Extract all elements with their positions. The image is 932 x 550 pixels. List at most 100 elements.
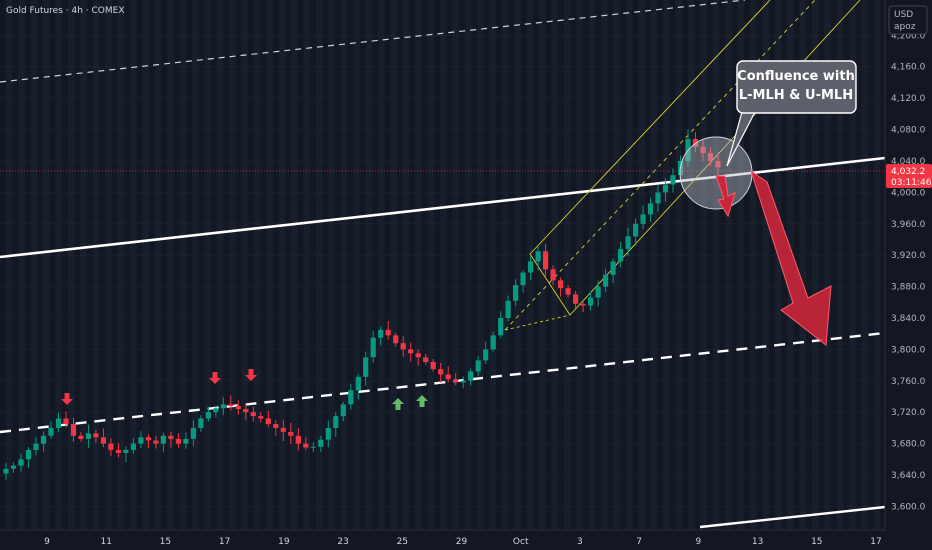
date-tick-label[interactable]: 13 (752, 537, 763, 547)
candle-body (145, 437, 151, 441)
date-tick-label[interactable]: 3 (577, 537, 583, 547)
candle-body (520, 272, 526, 286)
session-shading (6, 0, 881, 530)
candle-body (175, 438, 181, 444)
candle-body (445, 374, 451, 380)
price-tick-label: 3,880.0 (891, 283, 926, 293)
session-stripe (477, 0, 484, 530)
currency-label[interactable]: USD (894, 10, 913, 20)
channel-upper-line[interactable] (529, 0, 771, 255)
candle-body (93, 433, 99, 438)
candle-body (595, 286, 601, 298)
session-stripe (762, 0, 769, 530)
candle-body (550, 269, 556, 281)
date-tick-label[interactable]: 11 (100, 537, 111, 547)
session-stripe (539, 0, 546, 530)
session-stripe (489, 0, 497, 530)
channel-anchor-line[interactable] (529, 253, 571, 316)
session-stripe (861, 0, 869, 530)
candle-body (483, 349, 489, 361)
candle-body (310, 446, 316, 448)
callout-line-1: Confluence with (737, 69, 855, 84)
session-stripe (316, 0, 323, 530)
candle-body (205, 412, 211, 419)
candle-body (325, 427, 331, 440)
price-axis-labels: 3,600.0 3,640.0 3,680.0 3,720.0 3,760.0 3,800… (891, 31, 926, 512)
scale-mode-box[interactable] (888, 5, 928, 35)
down-marker-arrow (209, 372, 221, 384)
median-line[interactable] (0, 156, 886, 259)
lower-parallel[interactable] (699, 505, 886, 529)
session-stripe (154, 0, 162, 530)
candle-body (63, 418, 69, 424)
channel-median-dashed[interactable] (504, 0, 816, 331)
session-stripe (291, 0, 298, 530)
session-stripe (254, 0, 261, 530)
scale-mode-label[interactable]: apoz (894, 22, 916, 32)
time-axis-panel[interactable] (0, 530, 932, 550)
session-stripe (774, 0, 782, 530)
date-tick-label[interactable]: 9 (696, 537, 702, 547)
date-tick-label[interactable]: 7 (636, 537, 642, 547)
session-stripe (626, 0, 633, 530)
session-stripe (663, 0, 670, 530)
candle-body (183, 438, 189, 444)
session-stripe (80, 0, 87, 530)
session-stripe (43, 0, 50, 530)
candle-body (250, 412, 256, 417)
channel-base-dashed[interactable] (504, 314, 571, 331)
date-tick-label[interactable]: 25 (397, 537, 408, 547)
pitchfork[interactable] (0, 0, 886, 529)
date-tick-label[interactable]: Oct (513, 537, 529, 547)
session-stripe (725, 0, 732, 530)
session-stripe (229, 0, 236, 530)
session-stripe (390, 0, 397, 530)
date-tick-label[interactable]: 19 (278, 537, 290, 547)
bar-countdown: 03:11:46 (891, 178, 932, 188)
candle-body (348, 390, 354, 405)
date-tick-label[interactable]: 17 (870, 537, 881, 547)
session-stripe (92, 0, 100, 530)
candle-body (647, 203, 654, 215)
lower-median-dashed[interactable] (0, 331, 886, 434)
price-tick-label: 3,680.0 (891, 440, 926, 450)
upper-parallel-dashed[interactable] (0, 0, 746, 83)
session-stripe (514, 0, 521, 530)
price-tick-label: 3,840.0 (891, 314, 926, 324)
date-tick-label[interactable]: 23 (337, 537, 348, 547)
price-tick-label: 4,080.0 (891, 126, 926, 136)
down-marker-arrow (245, 369, 257, 381)
date-tick-label[interactable]: 17 (219, 537, 230, 547)
channel-lower-line[interactable] (569, 0, 861, 316)
candle-body (340, 404, 346, 417)
date-tick-label[interactable]: 15 (160, 537, 171, 547)
price-tick-label: 4,160.0 (891, 63, 926, 73)
symbol-header[interactable]: Gold Futures · 4h · COMEX (6, 6, 125, 16)
session-stripe (192, 0, 199, 530)
candle-body (460, 380, 466, 383)
candle-body (198, 418, 204, 428)
gridlines (0, 34, 885, 507)
date-tick-label[interactable]: 15 (811, 537, 822, 547)
session-stripe (564, 0, 571, 530)
candle-body (160, 435, 166, 444)
date-tick-label[interactable]: 9 (44, 537, 50, 547)
up-marker-arrow (392, 398, 404, 410)
time-axis-labels: 9 11 15 17 19 23 25 29 Oct 3 7 9 13 15 17 (44, 537, 882, 547)
candle-body (138, 437, 144, 444)
candle-body (363, 357, 369, 377)
session-stripe (303, 0, 311, 530)
price-tick-label: 3,800.0 (891, 345, 926, 355)
candle-body (288, 431, 294, 436)
candle-body (100, 437, 106, 444)
price-axis-panel[interactable] (885, 0, 932, 550)
candle-body (565, 288, 571, 295)
date-tick-label[interactable]: 29 (456, 537, 468, 547)
candle-body (543, 251, 549, 270)
session-stripe (241, 0, 249, 530)
candle-body (123, 449, 129, 453)
candle-body (318, 439, 324, 447)
yellow-channel[interactable] (504, 0, 861, 331)
session-stripe (415, 0, 422, 530)
